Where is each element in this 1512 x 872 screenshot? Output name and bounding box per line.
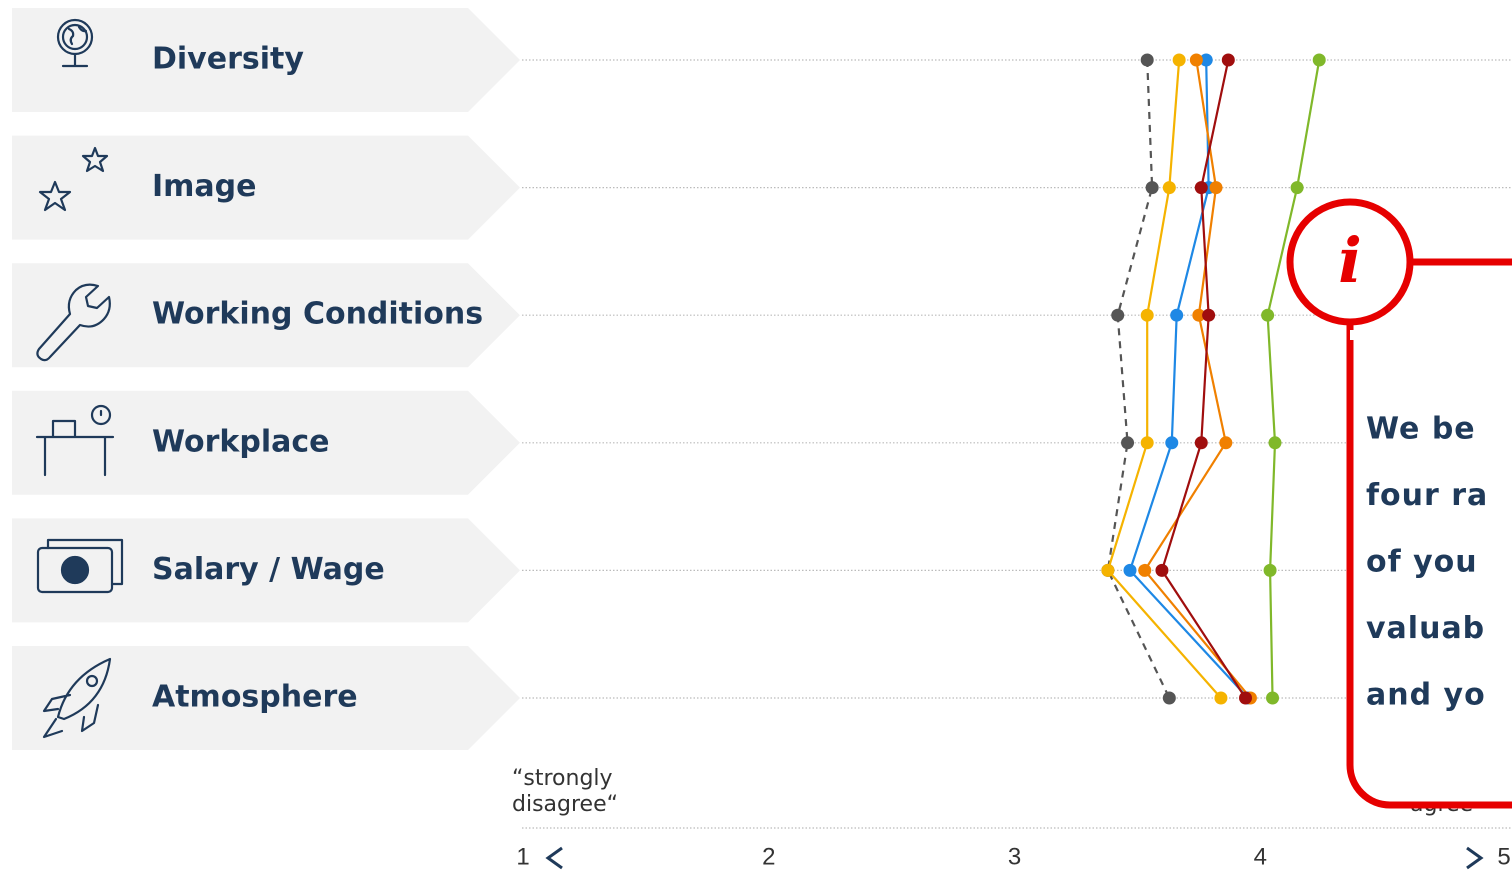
data-point [1145,181,1159,195]
x-tick-label: 2 [762,843,775,870]
row-label: Image [152,169,257,204]
data-point [1209,181,1223,195]
popup-text-line: We be [1366,412,1476,447]
data-point [1140,436,1154,450]
data-point [1290,181,1304,195]
data-point [1140,53,1154,67]
data-point [1221,53,1235,67]
series-line [1106,59,1222,699]
globe-icon [56,18,94,68]
desk-icon [35,404,115,477]
row-label: Salary / Wage [152,552,385,587]
row-panel [12,646,520,750]
row-panel [12,390,520,495]
series-line [1266,59,1321,699]
x-label-left: disagree“ [512,792,618,817]
popup-box [1346,258,1512,809]
money-icon [36,538,124,594]
data-point [1101,563,1115,577]
popup-text-line: and yo [1366,678,1486,713]
data-point [1138,563,1152,577]
series-line [1106,59,1171,699]
data-point [1263,563,1277,577]
row-label: Atmosphere [152,680,358,715]
x-tick-label: 5 [1497,843,1510,870]
popup-text-line: of you [1366,545,1478,580]
row-panel [12,263,520,368]
data-point [1189,53,1203,67]
data-point [1268,436,1282,450]
data-point [1194,436,1208,450]
series-line [1143,59,1252,699]
row-label: Workplace [152,424,330,459]
data-point [1140,308,1154,322]
row-label: Working Conditions [152,297,483,332]
data-point [1165,436,1179,450]
row-label: Diversity [152,42,304,77]
data-point [1312,53,1326,67]
icons [35,18,124,739]
data-point [1239,691,1253,705]
popup-text-line: valuab [1366,611,1485,646]
data-point [1202,308,1216,322]
rocket-icon [42,657,112,739]
wrench-icon [36,283,111,362]
stars-icon [38,146,109,212]
x-tick-label: 3 [1008,843,1021,870]
data-point [1219,436,1233,450]
data-point [1172,53,1186,67]
popup-text-line: four ra [1366,478,1488,513]
data-point [1194,181,1208,195]
data-point [1192,308,1206,322]
data-point [1199,53,1213,67]
data-point [1162,691,1176,705]
data-point [1266,691,1280,705]
data-point [1214,691,1228,705]
data-point [1170,308,1184,322]
chevron-left [545,846,563,870]
data-point [1121,436,1135,450]
row-panel [12,518,520,623]
x-label-left: “strongly [512,766,613,791]
data-point [1155,563,1169,577]
info-popup: i We be four ra of you valuab and yo [1286,198,1512,809]
x-tick-label: 4 [1254,843,1267,870]
row-panel [12,8,520,112]
series-line [1160,59,1247,699]
data-point [1162,181,1176,195]
popup-gap [1350,330,1356,340]
data-point [1261,308,1275,322]
info-circle [1286,198,1414,326]
chevron-right [1466,846,1484,870]
series-line [1128,59,1249,699]
row-panel [12,135,520,240]
data-point [1111,308,1125,322]
data-point [1123,563,1137,577]
x-tick-label: 1 [516,843,529,870]
info-icon: i [1338,224,1362,297]
